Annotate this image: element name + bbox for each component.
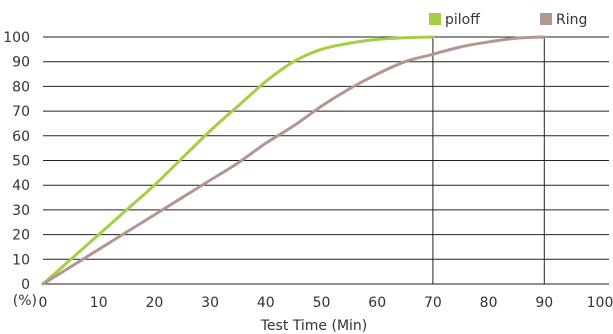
y-tick-label-60: 60: [12, 129, 30, 145]
x-tick-label-80: 80: [480, 295, 498, 311]
series-line-piloff: [41, 35, 435, 286]
y-tick-label-40: 40: [12, 178, 30, 194]
x-tick-label-30: 30: [201, 295, 219, 311]
legend-label-ring: Ring: [556, 12, 587, 28]
legend-label-piloff: piloff: [445, 12, 480, 28]
legend: piloff Ring: [429, 12, 587, 28]
x-tick-label-40: 40: [257, 295, 275, 311]
y-tick-label-100: 100: [3, 30, 30, 46]
x-tick-label-50: 50: [313, 295, 331, 311]
y-unit-label: (%): [13, 293, 37, 309]
reference-lines: [432, 37, 545, 284]
series-layer: [41, 35, 546, 286]
y-tick-label-0: 0: [21, 277, 30, 293]
x-tick-label-20: 20: [145, 295, 163, 311]
y-tick-label-30: 30: [12, 203, 30, 219]
legend-swatch-piloff: [429, 13, 441, 25]
x-tick-label-10: 10: [90, 295, 108, 311]
x-tick-label-100: 100: [587, 295, 613, 311]
x-axis-label: Test Time (Min): [260, 318, 368, 334]
y-tick-label-10: 10: [12, 252, 30, 268]
y-tick-labels: 0 10 20 30 40 50 60 70 80 90 100: [3, 30, 30, 293]
y-tick-label-80: 80: [12, 79, 30, 95]
y-tick-label-90: 90: [12, 55, 30, 71]
grid-layer: [43, 36, 609, 285]
x-tick-label-70: 70: [424, 295, 442, 311]
y-tick-label-50: 50: [12, 154, 30, 170]
x-tick-label-90: 90: [535, 295, 553, 311]
y-tick-label-20: 20: [12, 228, 30, 244]
x-tick-labels: 0 10 20 30 40 50 60 70 80 90 100: [39, 295, 613, 311]
y-tick-label-70: 70: [12, 104, 30, 120]
legend-swatch-ring: [540, 13, 552, 25]
x-tick-label-0: 0: [39, 295, 48, 311]
series-line-ring: [41, 35, 546, 286]
x-tick-label-60: 60: [368, 295, 386, 311]
